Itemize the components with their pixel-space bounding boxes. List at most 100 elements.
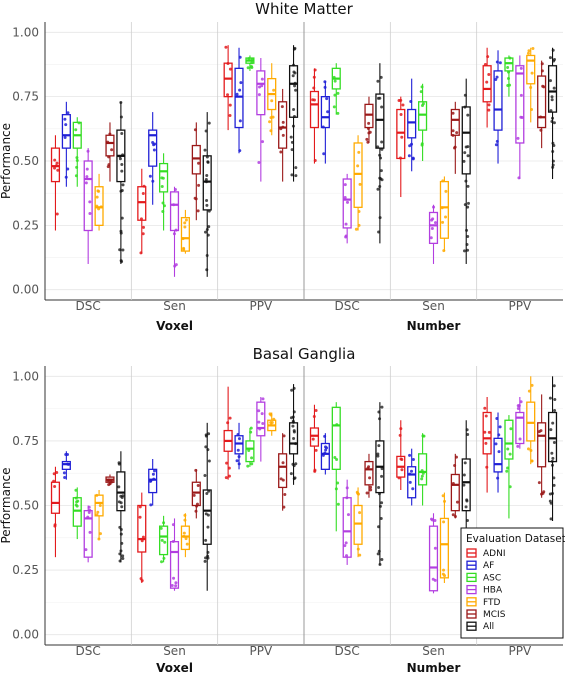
data-point <box>380 557 384 561</box>
box-asc <box>72 487 82 540</box>
data-point <box>526 51 530 55</box>
data-point <box>442 568 446 572</box>
data-point <box>335 458 339 462</box>
data-point <box>207 209 211 213</box>
data-point <box>356 547 360 551</box>
box-body <box>515 411 525 445</box>
box-body <box>375 93 385 149</box>
data-point <box>462 483 466 487</box>
data-point <box>88 200 92 204</box>
data-point <box>205 155 209 159</box>
data-point <box>419 90 423 94</box>
data-point <box>204 180 208 184</box>
data-point <box>508 56 512 60</box>
data-point <box>336 111 340 115</box>
data-point <box>206 556 210 560</box>
data-point <box>408 453 412 457</box>
box-af <box>148 112 158 205</box>
data-point <box>119 501 123 505</box>
data-point <box>54 164 58 168</box>
data-point <box>484 441 488 445</box>
data-point <box>539 429 543 433</box>
data-point <box>250 58 254 62</box>
x-category-label: DSC <box>335 299 360 313</box>
data-point <box>552 121 556 125</box>
data-point <box>516 136 520 140</box>
box-body <box>137 186 147 221</box>
data-point <box>378 504 382 508</box>
data-point <box>451 133 455 137</box>
data-point <box>236 448 240 452</box>
data-point <box>292 436 296 440</box>
data-point <box>464 505 468 509</box>
data-point <box>63 135 67 139</box>
data-point <box>141 191 145 195</box>
data-point <box>430 218 434 222</box>
box-hba <box>428 204 439 264</box>
box-adni <box>309 68 320 164</box>
box-body <box>364 460 374 486</box>
data-point <box>204 230 208 234</box>
data-point <box>106 140 110 144</box>
data-point <box>205 227 209 231</box>
data-point <box>107 483 111 487</box>
data-point <box>117 461 121 465</box>
data-point <box>530 459 534 463</box>
data-point <box>182 246 186 250</box>
data-point <box>289 472 293 476</box>
data-point <box>376 79 380 83</box>
data-point <box>205 491 209 495</box>
data-point <box>55 161 59 165</box>
data-point <box>343 183 347 187</box>
data-point <box>192 493 196 497</box>
data-point <box>526 447 530 451</box>
data-point <box>159 526 163 530</box>
box-body <box>461 106 471 175</box>
data-point <box>356 492 360 496</box>
box-hba <box>342 173 352 244</box>
data-point <box>487 103 491 107</box>
data-point <box>272 417 276 421</box>
data-point <box>485 80 489 84</box>
data-point <box>138 505 142 509</box>
data-point <box>321 453 325 457</box>
box-mcis <box>537 394 547 498</box>
box-body <box>278 453 288 489</box>
data-point <box>313 469 317 473</box>
data-point <box>542 85 546 89</box>
data-point <box>63 475 67 479</box>
data-point <box>434 221 438 225</box>
box-adni <box>137 168 147 255</box>
data-point <box>463 151 467 155</box>
data-point <box>323 80 327 84</box>
box-body <box>169 191 180 232</box>
data-point <box>183 221 187 225</box>
data-point <box>441 220 445 224</box>
data-point <box>540 62 544 66</box>
data-point <box>462 473 466 477</box>
box-body <box>148 129 158 167</box>
data-point <box>269 423 273 427</box>
data-point <box>74 496 78 500</box>
data-point <box>465 499 469 503</box>
data-point <box>174 228 178 232</box>
data-point <box>344 234 348 238</box>
data-point <box>378 216 382 220</box>
data-point <box>250 462 254 466</box>
data-point <box>183 225 187 229</box>
data-point <box>107 478 111 482</box>
box-hba <box>83 505 93 563</box>
box-adni <box>309 404 320 473</box>
data-point <box>378 417 382 421</box>
data-point <box>55 212 59 216</box>
legend-item-label: FTD <box>483 598 501 608</box>
data-point <box>141 535 145 539</box>
data-point <box>376 187 380 191</box>
data-point <box>312 75 316 79</box>
data-point <box>376 552 380 556</box>
data-point <box>162 521 166 525</box>
data-point <box>290 173 294 177</box>
data-point <box>149 503 153 507</box>
data-point <box>149 479 153 483</box>
